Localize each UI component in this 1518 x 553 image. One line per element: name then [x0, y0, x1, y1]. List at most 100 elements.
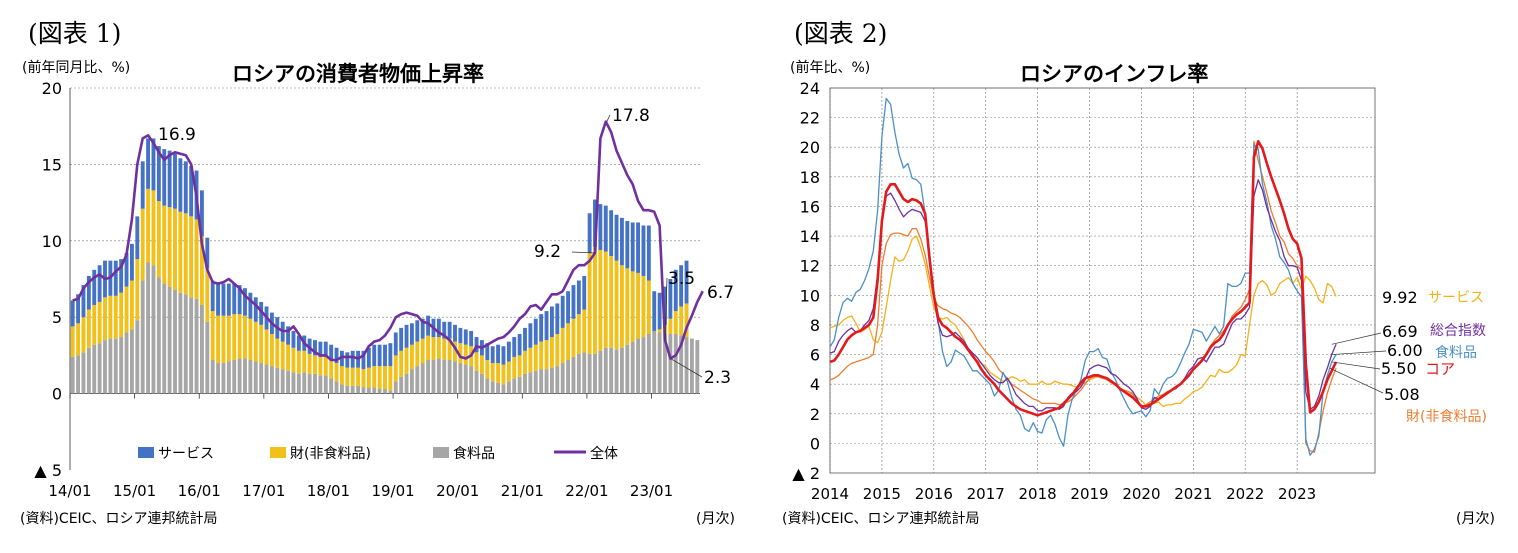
bar-services — [205, 237, 210, 269]
bar-food — [598, 350, 603, 394]
bar-services — [366, 347, 371, 368]
bar-goods — [140, 208, 145, 281]
bar-services — [393, 332, 398, 356]
end-value-label: 6.69 — [1382, 322, 1418, 341]
data-label: 3.5 — [668, 269, 695, 289]
line-total — [72, 120, 704, 362]
bar-services — [323, 341, 328, 357]
bar-food — [603, 347, 608, 394]
x-tick-label: 17/01 — [242, 482, 285, 500]
bar-goods — [512, 356, 517, 379]
bar-services — [334, 347, 339, 364]
bar-services — [474, 337, 479, 353]
bar-services — [286, 326, 291, 345]
bar-goods — [549, 337, 554, 368]
bar-food — [571, 356, 576, 394]
bar-food — [76, 355, 81, 394]
bar-goods — [189, 216, 194, 298]
bar-food — [199, 304, 204, 394]
bar-food — [92, 344, 97, 394]
bar-services — [248, 292, 253, 319]
bar-food — [173, 289, 177, 394]
bar-services — [124, 253, 129, 287]
bar-services — [86, 275, 91, 310]
x-tick-label: 14/01 — [48, 482, 91, 500]
bar-food — [302, 372, 307, 394]
bar-services — [151, 138, 156, 191]
bar-services — [92, 269, 97, 305]
bar-services — [426, 315, 431, 336]
bar-services — [372, 344, 377, 367]
bar-goods — [81, 317, 86, 353]
bar-goods — [275, 338, 280, 368]
data-label: 17.8 — [612, 106, 650, 126]
bar-food — [205, 321, 210, 394]
legend-swatch — [270, 447, 286, 458]
bar-services — [646, 225, 651, 281]
bar-goods — [372, 366, 377, 388]
bar-food — [296, 373, 301, 394]
bar-goods — [307, 353, 312, 374]
bar-goods — [119, 292, 124, 338]
y-tick-label: 5 — [52, 308, 62, 327]
bar-food — [501, 384, 506, 394]
bar-services — [113, 260, 118, 296]
bar-food — [259, 363, 264, 394]
bar-food — [108, 338, 113, 394]
bar-goods — [528, 347, 533, 373]
bar-goods — [490, 363, 495, 382]
bar-services — [582, 275, 587, 310]
bar-goods — [221, 315, 226, 364]
data-label: 6.7 — [707, 283, 734, 303]
bar-services — [135, 216, 140, 260]
y-tick-label: 0 — [52, 385, 62, 404]
bar-goods — [458, 343, 463, 364]
x-tick-label: 21/01 — [501, 482, 544, 500]
bar-goods — [243, 315, 247, 359]
bar-food — [442, 359, 447, 394]
bar-food — [183, 294, 188, 394]
y-tick-label: 15 — [42, 155, 62, 174]
bar-food — [684, 337, 689, 394]
bar-food — [399, 376, 404, 394]
legend-label: 全体 — [590, 445, 618, 462]
bar-goods — [582, 309, 587, 353]
bar-goods — [614, 260, 619, 350]
chart-title: ロシアの消費者物価上昇率 — [232, 62, 484, 86]
bar-services — [442, 321, 447, 339]
bar-services — [404, 324, 409, 348]
bar-goods — [103, 297, 107, 341]
bar-food — [496, 382, 501, 394]
bar-services — [469, 330, 474, 347]
bar-goods — [625, 268, 630, 345]
bar-goods — [194, 219, 199, 299]
line-goods — [829, 140, 1337, 453]
source-note: (資料)CEIC、ロシア連邦統計局 — [782, 511, 980, 527]
bar-services — [453, 324, 457, 342]
bar-services — [97, 265, 102, 302]
x-tick-label: 19/01 — [371, 482, 414, 500]
bar-services — [350, 350, 355, 368]
bar-goods — [426, 335, 431, 360]
bar-food — [167, 286, 172, 394]
x-tick-label: 2021 — [1174, 485, 1212, 503]
y-tick-label: 18 — [800, 168, 820, 187]
y-tick-label: 22 — [800, 109, 820, 128]
bar-food — [243, 358, 247, 394]
bar-food — [86, 347, 91, 394]
bar-services — [501, 346, 506, 365]
legend-label: サービス — [158, 446, 214, 462]
x-tick-label: 2023 — [1278, 485, 1316, 503]
bar-food — [609, 347, 614, 394]
bar-food — [124, 332, 129, 394]
x-tick-label: 16/01 — [178, 482, 221, 500]
bar-goods — [684, 303, 689, 338]
annotation-leader — [1331, 361, 1381, 370]
bar-goods — [248, 318, 253, 360]
bar-goods — [609, 256, 614, 348]
bar-food — [420, 363, 425, 394]
bar-services — [76, 294, 81, 324]
bar-goods — [97, 301, 102, 344]
bar-food — [652, 330, 657, 394]
bar-goods — [576, 314, 581, 354]
